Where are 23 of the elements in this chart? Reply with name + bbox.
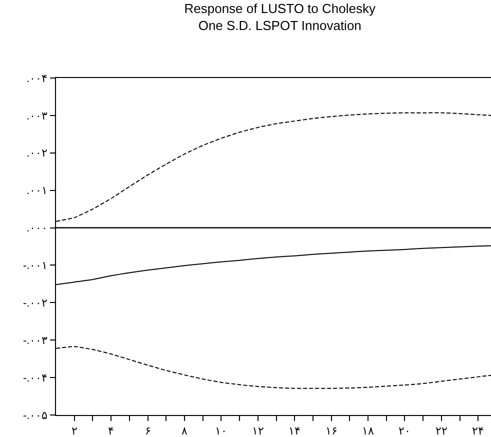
y-tick-label: .۰۰۰ [26, 222, 48, 235]
x-tick-label: ۲۲ [435, 425, 448, 437]
x-tick-label: ۲۴ [472, 425, 484, 437]
y-tick-label: -.۰۰۵ [22, 410, 48, 422]
x-tick-label: ۱۸ [362, 425, 374, 437]
y-tick-label: -.۰۰۴ [22, 372, 48, 384]
y-tick-label: -.۰۰۱ [22, 260, 48, 272]
x-tick-label: ۱۰ [215, 425, 228, 437]
x-tick-label: ۱۶ [325, 425, 338, 437]
x-tick-label: ۱۲ [252, 425, 264, 437]
x-tick-label: ۲ [71, 425, 78, 437]
y-tick-label: .۰۰۲ [26, 148, 48, 160]
x-tick-label: ۱۴ [288, 425, 301, 437]
y-tick-label: -.۰۰۳ [22, 334, 48, 347]
y-tick-label: .۰۰۳ [26, 110, 48, 122]
x-tick-label: ۶ [144, 425, 151, 437]
x-tick-label: ۲۰ [398, 425, 411, 437]
x-tick-label: ۸ [181, 425, 188, 437]
y-tick-label: .۰۰۱ [26, 185, 48, 198]
x-tick-label: ۴ [108, 425, 114, 437]
y-tick-label: .۰۰۴ [26, 72, 48, 85]
chart-title: Response of LUSTO to Cholesky One S.D. LSPOT Innovation [184, 1, 376, 34]
y-tick-label: -.۰۰۲ [22, 298, 48, 310]
